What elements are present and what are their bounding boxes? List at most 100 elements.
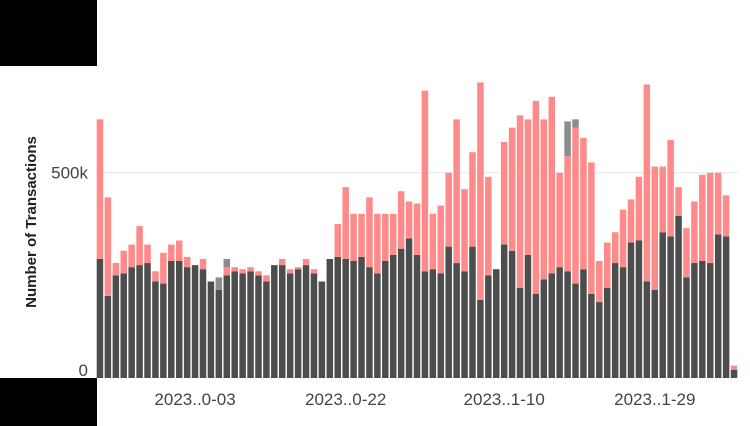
bar-57-segment-middle [548, 96, 555, 274]
bar-75-segment-middle [691, 201, 698, 264]
bar-75-segment-bottom [691, 263, 698, 378]
bar-16-segment-bottom [223, 275, 231, 378]
bar-30-segment-bottom [334, 256, 341, 378]
y-tick-label-1: 500k [51, 164, 88, 183]
bar-4-segment-middle [128, 244, 135, 268]
bar-64-segment-bottom [603, 287, 611, 378]
bar-33-segment-middle [358, 213, 365, 257]
bar-47-segment-middle [469, 152, 476, 247]
bar-49-segment-middle [485, 176, 492, 276]
bar-26-segment-bottom [302, 265, 310, 378]
bar-68-segment-bottom [635, 240, 643, 378]
bar-54-segment-middle [524, 119, 532, 255]
bar-48-segment-bottom [477, 300, 484, 378]
bar-58-segment-bottom [556, 267, 563, 378]
bar-23-segment-bottom [279, 265, 286, 378]
bar-18-segment-middle [239, 269, 246, 274]
bar-1-segment-middle [104, 197, 112, 296]
bar-7-segment-bottom [152, 281, 159, 378]
bar-66-segment-bottom [619, 267, 627, 378]
bar-25-segment-middle [294, 267, 302, 270]
bar-9-segment-bottom [168, 261, 175, 378]
bar-55-segment-bottom [532, 293, 540, 378]
bar-17-segment-bottom [231, 271, 238, 378]
bar-67-segment-bottom [627, 242, 635, 378]
bar-24-segment-bottom [286, 273, 294, 378]
bar-11-segment-middle [183, 256, 191, 268]
bar-34-segment-middle [366, 197, 373, 268]
x-tick-label-3: 2023..1-29 [614, 390, 695, 409]
bar-43-segment-middle [437, 205, 445, 274]
bar-53-segment-middle [516, 115, 524, 288]
bar-34-segment-bottom [366, 267, 373, 378]
bar-70-segment-middle [651, 166, 659, 290]
bar-8-segment-bottom [160, 283, 167, 378]
bar-65-segment-middle [611, 232, 619, 264]
bar-48-segment-middle [477, 82, 484, 300]
bar-71-segment-bottom [659, 232, 666, 378]
bar-35-segment-middle [374, 213, 381, 274]
bar-21-segment-middle [263, 275, 270, 282]
bar-79-segment-bottom [722, 236, 730, 378]
bar-77-segment-bottom [707, 263, 714, 378]
bar-40-segment-middle [413, 203, 421, 255]
bar-54-segment-bottom [524, 254, 532, 378]
bar-5-segment-bottom [136, 265, 143, 378]
bar-65-segment-bottom [611, 263, 619, 378]
x-tick-label-0: 2023..0-03 [154, 390, 235, 409]
bar-80-segment-bottom [730, 369, 738, 378]
bar-23-segment-middle [279, 258, 286, 266]
bar-60-segment-bottom [572, 283, 579, 378]
bar-38-segment-middle [397, 191, 405, 249]
bar-27-segment-middle [310, 269, 318, 274]
y-tick-labels: 0 500k [51, 164, 88, 380]
bar-37-segment-middle [389, 213, 397, 255]
y-tick-label-0: 0 [79, 361, 88, 380]
bar-45-segment-middle [453, 119, 460, 264]
bar-0-segment-middle [96, 119, 104, 259]
bar-68-segment-middle [635, 176, 643, 241]
bar-59-segment-bottom [564, 271, 571, 378]
bar-69-segment-middle [643, 84, 651, 282]
bar-39-segment-bottom [405, 238, 413, 378]
bar-29-segment-bottom [326, 258, 334, 378]
bar-58-segment-middle [556, 172, 563, 268]
bar-36-segment-middle [382, 213, 389, 261]
bar-52-segment-middle [508, 127, 516, 251]
bar-73-segment-middle [675, 187, 682, 216]
bar-37-segment-bottom [389, 254, 397, 378]
x-tick-labels: 2023..0-03 2023..0-22 2023..1-10 2023..1-29 [154, 390, 695, 409]
bar-46-segment-bottom [461, 271, 468, 378]
bars [96, 82, 738, 378]
bar-1-segment-bottom [104, 295, 112, 378]
bar-28-segment-bottom [318, 281, 326, 378]
bar-61-segment-middle [580, 137, 587, 270]
bar-39-segment-middle [405, 201, 413, 239]
bar-16-segment-middle [223, 267, 231, 276]
bar-6-segment-bottom [144, 263, 151, 378]
bar-60-segment-middle [572, 127, 579, 284]
x-tick-label-2: 2023..1-10 [464, 390, 545, 409]
bar-30-segment-middle [334, 224, 341, 257]
bar-60-segment-top [572, 119, 579, 128]
bar-49-segment-bottom [485, 275, 492, 378]
bar-76-segment-middle [699, 174, 706, 261]
bar-72-segment-middle [667, 139, 674, 237]
bar-44-segment-bottom [445, 246, 452, 378]
bar-15-segment-top [215, 277, 223, 290]
bar-62-segment-middle [588, 162, 595, 294]
bar-19-segment-bottom [247, 271, 254, 378]
bar-63-segment-middle [596, 261, 603, 303]
bar-79-segment-middle [722, 195, 730, 237]
bar-11-segment-bottom [183, 267, 191, 378]
bar-31-segment-bottom [342, 258, 349, 378]
bar-78-segment-bottom [714, 234, 722, 378]
bar-40-segment-bottom [413, 254, 421, 378]
bar-70-segment-bottom [651, 289, 659, 378]
bar-20-segment-middle [255, 271, 262, 276]
y-axis-title: Number of Transactions [23, 136, 40, 308]
bar-24-segment-middle [286, 269, 294, 274]
bar-18-segment-bottom [239, 273, 246, 378]
bar-26-segment-middle [302, 258, 310, 266]
bar-4-segment-bottom [128, 267, 135, 378]
